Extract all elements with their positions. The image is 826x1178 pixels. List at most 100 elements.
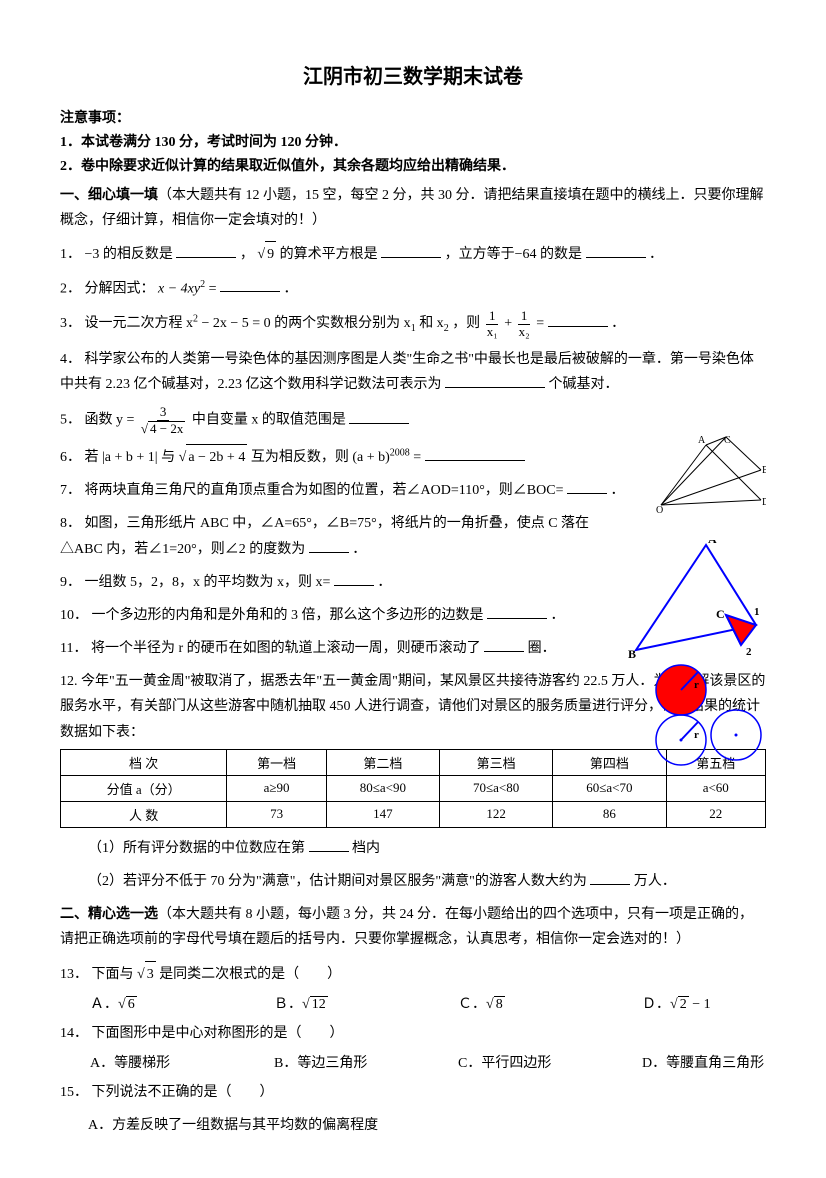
q3-sub2: 2 bbox=[444, 323, 449, 334]
section-1-heading: 一、细心填一填 bbox=[60, 188, 158, 203]
q13-t1: 下面与 bbox=[92, 967, 134, 982]
blank bbox=[381, 242, 441, 258]
option-b: Ｂ．12 bbox=[274, 993, 398, 1013]
q14-options: A．等腰梯形 B．等边三角形 C．平行四边形 D．等腰直角三角形 bbox=[60, 1052, 766, 1072]
table-td: 70≤a<80 bbox=[440, 775, 553, 801]
blank bbox=[220, 276, 280, 292]
q8-period: ． bbox=[352, 542, 366, 557]
table-td: 147 bbox=[326, 801, 439, 827]
question-13: 13． 下面与 3 是同类二次根式的是（ ） bbox=[60, 961, 766, 987]
fraction: 1 x₁ bbox=[484, 309, 501, 339]
label-2: 2 bbox=[746, 646, 752, 658]
frac-num: 1 bbox=[486, 309, 499, 324]
q5-t1: 函数 y = bbox=[85, 413, 138, 428]
q11-t1: 将一个半径为 r 的硬币在如图的轨道上滚动一周，则硬币滚动了 bbox=[91, 641, 481, 656]
table-td: 22 bbox=[666, 801, 765, 827]
question-11: 11． 将一个半径为 r 的硬币在如图的轨道上滚动一周，则硬币滚动了 圈． bbox=[60, 636, 630, 661]
notice-1: 1．本试卷满分 130 分，考试时间为 120 分钟． bbox=[60, 131, 766, 151]
frac-num: 3 bbox=[157, 405, 170, 420]
question-15: 15． 下列说法不正确的是（ ） bbox=[60, 1080, 766, 1105]
label-B: B bbox=[762, 465, 766, 476]
opt-label: Ｄ． bbox=[642, 997, 670, 1012]
table-td: 73 bbox=[227, 801, 326, 827]
sqrt-icon: 9 bbox=[257, 241, 276, 267]
q13-num: 13． bbox=[60, 967, 88, 982]
frac-den: x₁ bbox=[484, 325, 501, 339]
q14-t1: 下面图形中是中心对称图形的是（ ） bbox=[92, 1026, 344, 1041]
option-d: Ｄ．2 − 1 bbox=[642, 993, 766, 1013]
q6-sup: 2008 bbox=[390, 447, 410, 458]
q1-t2: ， bbox=[240, 247, 254, 262]
table-th: 第二档 bbox=[326, 749, 439, 775]
blank bbox=[309, 537, 349, 553]
q2-t1: 分解因式： bbox=[85, 281, 155, 296]
q12-sub1: （1）所有评分数据的中位数应在第 档内 bbox=[60, 836, 766, 861]
q6-t2: 互为相反数，则 (a + b) bbox=[251, 450, 390, 465]
blank bbox=[176, 242, 236, 258]
option-a: Ａ．6 bbox=[90, 993, 214, 1013]
label-A: A bbox=[708, 540, 717, 546]
q1-t1: −3 的相反数是 bbox=[85, 247, 173, 262]
q3-t1: 设一元二次方程 x bbox=[85, 316, 194, 331]
blank bbox=[487, 603, 547, 619]
q7-t1: 将两块直角三角尺的直角顶点重合为如图的位置，若∠AOD=110°，则∠BOC= bbox=[85, 483, 564, 498]
q12-num: 12. bbox=[60, 674, 78, 689]
question-9: 9． 一组数 5，2，8，x 的平均数为 x，则 x= ． bbox=[60, 570, 630, 595]
notice-heading: 注意事项： bbox=[60, 107, 766, 127]
label-O: O bbox=[656, 505, 663, 515]
q6-num: 6． bbox=[60, 450, 81, 465]
option-a: A．等腰梯形 bbox=[90, 1052, 214, 1072]
option-c: C．平行四边形 bbox=[458, 1052, 582, 1072]
q8-num: 8． bbox=[60, 516, 81, 531]
frac-num: 1 bbox=[518, 309, 531, 324]
q7-num: 7． bbox=[60, 483, 81, 498]
q2-eq: = bbox=[209, 281, 220, 296]
q4-t1: 科学家公布的人类第一号染色体的基因测序图是人类"生命之书"中最长也是最后被破解的… bbox=[60, 352, 754, 392]
q2-sup: 2 bbox=[200, 279, 205, 290]
question-4: 4． 科学家公布的人类第一号染色体的基因测序图是人类"生命之书"中最长也是最后被… bbox=[60, 347, 766, 397]
opt-label: Ｂ． bbox=[274, 997, 302, 1012]
label-r: r bbox=[694, 729, 699, 741]
q4-t2: 个碱基对． bbox=[549, 377, 619, 392]
q3-t3: ，则 bbox=[452, 316, 480, 331]
q13-options: Ａ．6 Ｂ．12 Ｃ．8 Ｄ．2 − 1 bbox=[60, 993, 766, 1013]
q1-t5: ． bbox=[649, 247, 663, 262]
q5-t2: 中自变量 x 的取值范围是 bbox=[192, 413, 346, 428]
frac-den: 4 − 2x bbox=[138, 421, 188, 436]
q9-period: ． bbox=[377, 575, 391, 590]
table-td: a≥90 bbox=[227, 775, 326, 801]
table-td: 80≤a<90 bbox=[326, 775, 439, 801]
q15-opta: A．方差反映了一组数据与其平均数的偏离程度 bbox=[60, 1113, 766, 1138]
blank bbox=[590, 869, 630, 885]
option-d: D．等腰直角三角形 bbox=[642, 1052, 766, 1072]
q9-t1: 一组数 5，2，8，x 的平均数为 x，则 x= bbox=[85, 575, 331, 590]
label-r: r bbox=[694, 679, 699, 691]
q9-num: 9． bbox=[60, 575, 81, 590]
table-th: 第一档 bbox=[227, 749, 326, 775]
q1-num: 1． bbox=[60, 247, 81, 262]
q3-t2: 和 x bbox=[419, 316, 444, 331]
q5-num: 5． bbox=[60, 413, 81, 428]
q12-sub1-t: （1）所有评分数据的中位数应在第 bbox=[88, 841, 305, 856]
section-1: 一、细心填一填（本大题共有 12 小题，15 空，每空 2 分，共 30 分．请… bbox=[60, 183, 766, 233]
label-C: C bbox=[716, 607, 725, 621]
figure-triangle-fold: A B C 1 2 bbox=[626, 540, 766, 660]
option-c: Ｃ．8 bbox=[458, 993, 582, 1013]
label-D: D bbox=[762, 497, 766, 508]
frac-den: x₂ bbox=[516, 325, 533, 339]
opt-suffix: − 1 bbox=[689, 997, 711, 1012]
q10-period: ． bbox=[551, 608, 565, 623]
question-5: 5． 函数 y = 3 4 − 2x 中自变量 x 的取值范围是 bbox=[60, 405, 630, 436]
page-title: 江阴市初三数学期末试卷 bbox=[60, 60, 766, 89]
question-14: 14． 下面图形中是中心对称图形的是（ ） bbox=[60, 1021, 766, 1046]
blank bbox=[425, 445, 525, 461]
question-6: 6． 若 |a + b + 1| 与 a − 2b + 4 互为相反数，则 (a… bbox=[60, 444, 630, 470]
section-2-heading: 二、精心选一选 bbox=[60, 907, 158, 922]
q1-t4: ，立方等于−64 的数是 bbox=[445, 247, 582, 262]
option-b: B．等边三角形 bbox=[274, 1052, 398, 1072]
q6-t1: 若 |a + b + 1| 与 bbox=[85, 450, 176, 465]
q2-period: ． bbox=[284, 281, 298, 296]
table-td: 分值 a（分） bbox=[61, 775, 227, 801]
q7-period: ． bbox=[611, 483, 625, 498]
label-A: A bbox=[698, 435, 706, 446]
